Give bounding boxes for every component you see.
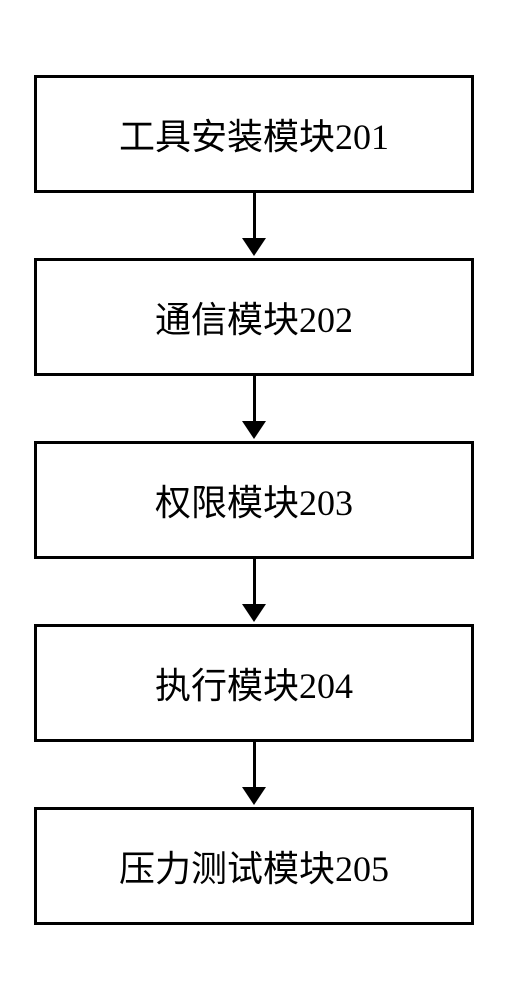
- flowchart-node: 压力测试模块205: [34, 807, 474, 925]
- flowchart-container: 工具安装模块201 通信模块202 权限模块203 执行模块204 压力测试模块…: [30, 75, 478, 925]
- arrow-line: [253, 193, 256, 238]
- arrow-line: [253, 742, 256, 787]
- flowchart-node: 执行模块204: [34, 624, 474, 742]
- node-label: 权限模块203: [155, 474, 353, 526]
- arrow-line: [253, 559, 256, 604]
- flowchart-node: 权限模块203: [34, 441, 474, 559]
- arrow-head-icon: [242, 421, 266, 439]
- flowchart-node: 通信模块202: [34, 258, 474, 376]
- arrow-head-icon: [242, 787, 266, 805]
- flowchart-node: 工具安装模块201: [34, 75, 474, 193]
- arrow-line: [253, 376, 256, 421]
- arrow-head-icon: [242, 238, 266, 256]
- flowchart-arrow: [242, 742, 266, 805]
- node-label: 通信模块202: [155, 291, 353, 343]
- flowchart-arrow: [242, 193, 266, 256]
- flowchart-arrow: [242, 559, 266, 622]
- node-label: 执行模块204: [155, 657, 353, 709]
- arrow-head-icon: [242, 604, 266, 622]
- node-label: 工具安装模块201: [119, 108, 389, 160]
- node-label: 压力测试模块205: [119, 840, 389, 892]
- flowchart-arrow: [242, 376, 266, 439]
